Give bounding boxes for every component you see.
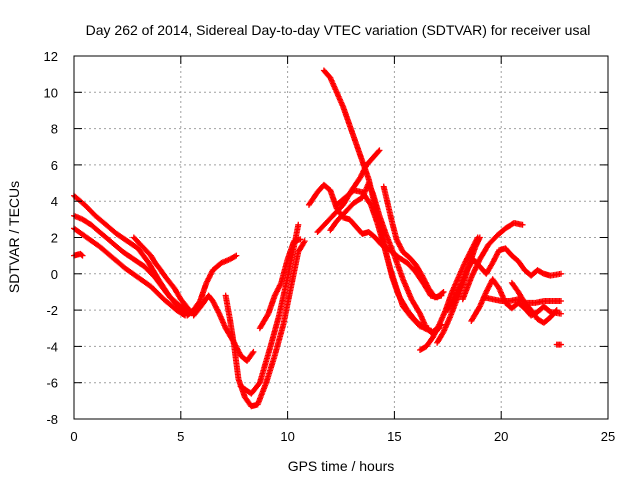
x-tick-label: 10 bbox=[280, 429, 294, 444]
y-tick-label: -2 bbox=[46, 303, 58, 318]
data-point-trail bbox=[328, 181, 442, 336]
x-tick-label: 0 bbox=[70, 429, 77, 444]
data-series-10 bbox=[256, 236, 304, 332]
data-point-trail bbox=[257, 236, 303, 330]
data-point-trail bbox=[72, 226, 187, 318]
data-series-4 bbox=[71, 250, 86, 259]
data-series-17 bbox=[417, 234, 481, 354]
data-point-trail bbox=[131, 235, 192, 312]
y-tick-label: 8 bbox=[51, 122, 58, 137]
data-series-15 bbox=[333, 187, 432, 332]
y-tick-label: 6 bbox=[51, 158, 58, 173]
data-point-trail bbox=[185, 253, 239, 318]
data-markers bbox=[71, 67, 565, 410]
data-point-trail bbox=[381, 185, 444, 301]
y-tick-label: -8 bbox=[46, 412, 58, 427]
x-tick-label: 25 bbox=[601, 429, 615, 444]
data-point-trail bbox=[418, 235, 480, 353]
y-tick-label: 12 bbox=[44, 49, 58, 64]
grid-lines bbox=[74, 56, 608, 419]
data-series-20 bbox=[459, 219, 526, 303]
x-tick-label: 20 bbox=[494, 429, 508, 444]
data-series-1 bbox=[71, 192, 191, 314]
chart-title: Day 262 of 2014, Sidereal Day-to-day VTE… bbox=[86, 22, 591, 38]
data-point bbox=[79, 252, 86, 259]
data-series-5 bbox=[130, 234, 193, 314]
y-axis-title: SDTVAR / TECUs bbox=[6, 181, 22, 293]
data-point-trail bbox=[72, 251, 85, 259]
data-series-14 bbox=[327, 180, 443, 337]
data-point-trail bbox=[509, 281, 559, 326]
y-tick-label: -6 bbox=[46, 376, 58, 391]
data-series-23 bbox=[508, 279, 560, 326]
data-series-16 bbox=[380, 183, 445, 301]
data-point-trail bbox=[72, 193, 189, 313]
data-series-7 bbox=[190, 292, 257, 364]
x-tick-label: 5 bbox=[177, 429, 184, 444]
x-tick-label: 15 bbox=[387, 429, 401, 444]
data-series-8 bbox=[222, 238, 308, 410]
data-point-trail bbox=[72, 213, 190, 316]
data-series-24 bbox=[553, 341, 565, 348]
data-series-6 bbox=[184, 252, 240, 319]
data-point-trail bbox=[460, 220, 525, 301]
data-point-trail bbox=[482, 294, 563, 306]
y-tick-label: 0 bbox=[51, 267, 58, 282]
y-tick-label: 10 bbox=[44, 85, 58, 100]
axis-ticks: 0 5 10 15 20 25 -8 -6 -4 -2 0 2 4 6 8 10 12 bbox=[44, 49, 616, 444]
x-axis-title: GPS time / hours bbox=[288, 458, 395, 474]
y-tick-label: -4 bbox=[46, 339, 58, 354]
data-series-2 bbox=[71, 212, 191, 317]
y-tick-label: 2 bbox=[51, 231, 58, 246]
data-series-3 bbox=[71, 225, 189, 319]
data-point-trail bbox=[555, 341, 563, 348]
y-tick-label: 4 bbox=[51, 194, 58, 209]
data-point-trail bbox=[334, 187, 431, 331]
